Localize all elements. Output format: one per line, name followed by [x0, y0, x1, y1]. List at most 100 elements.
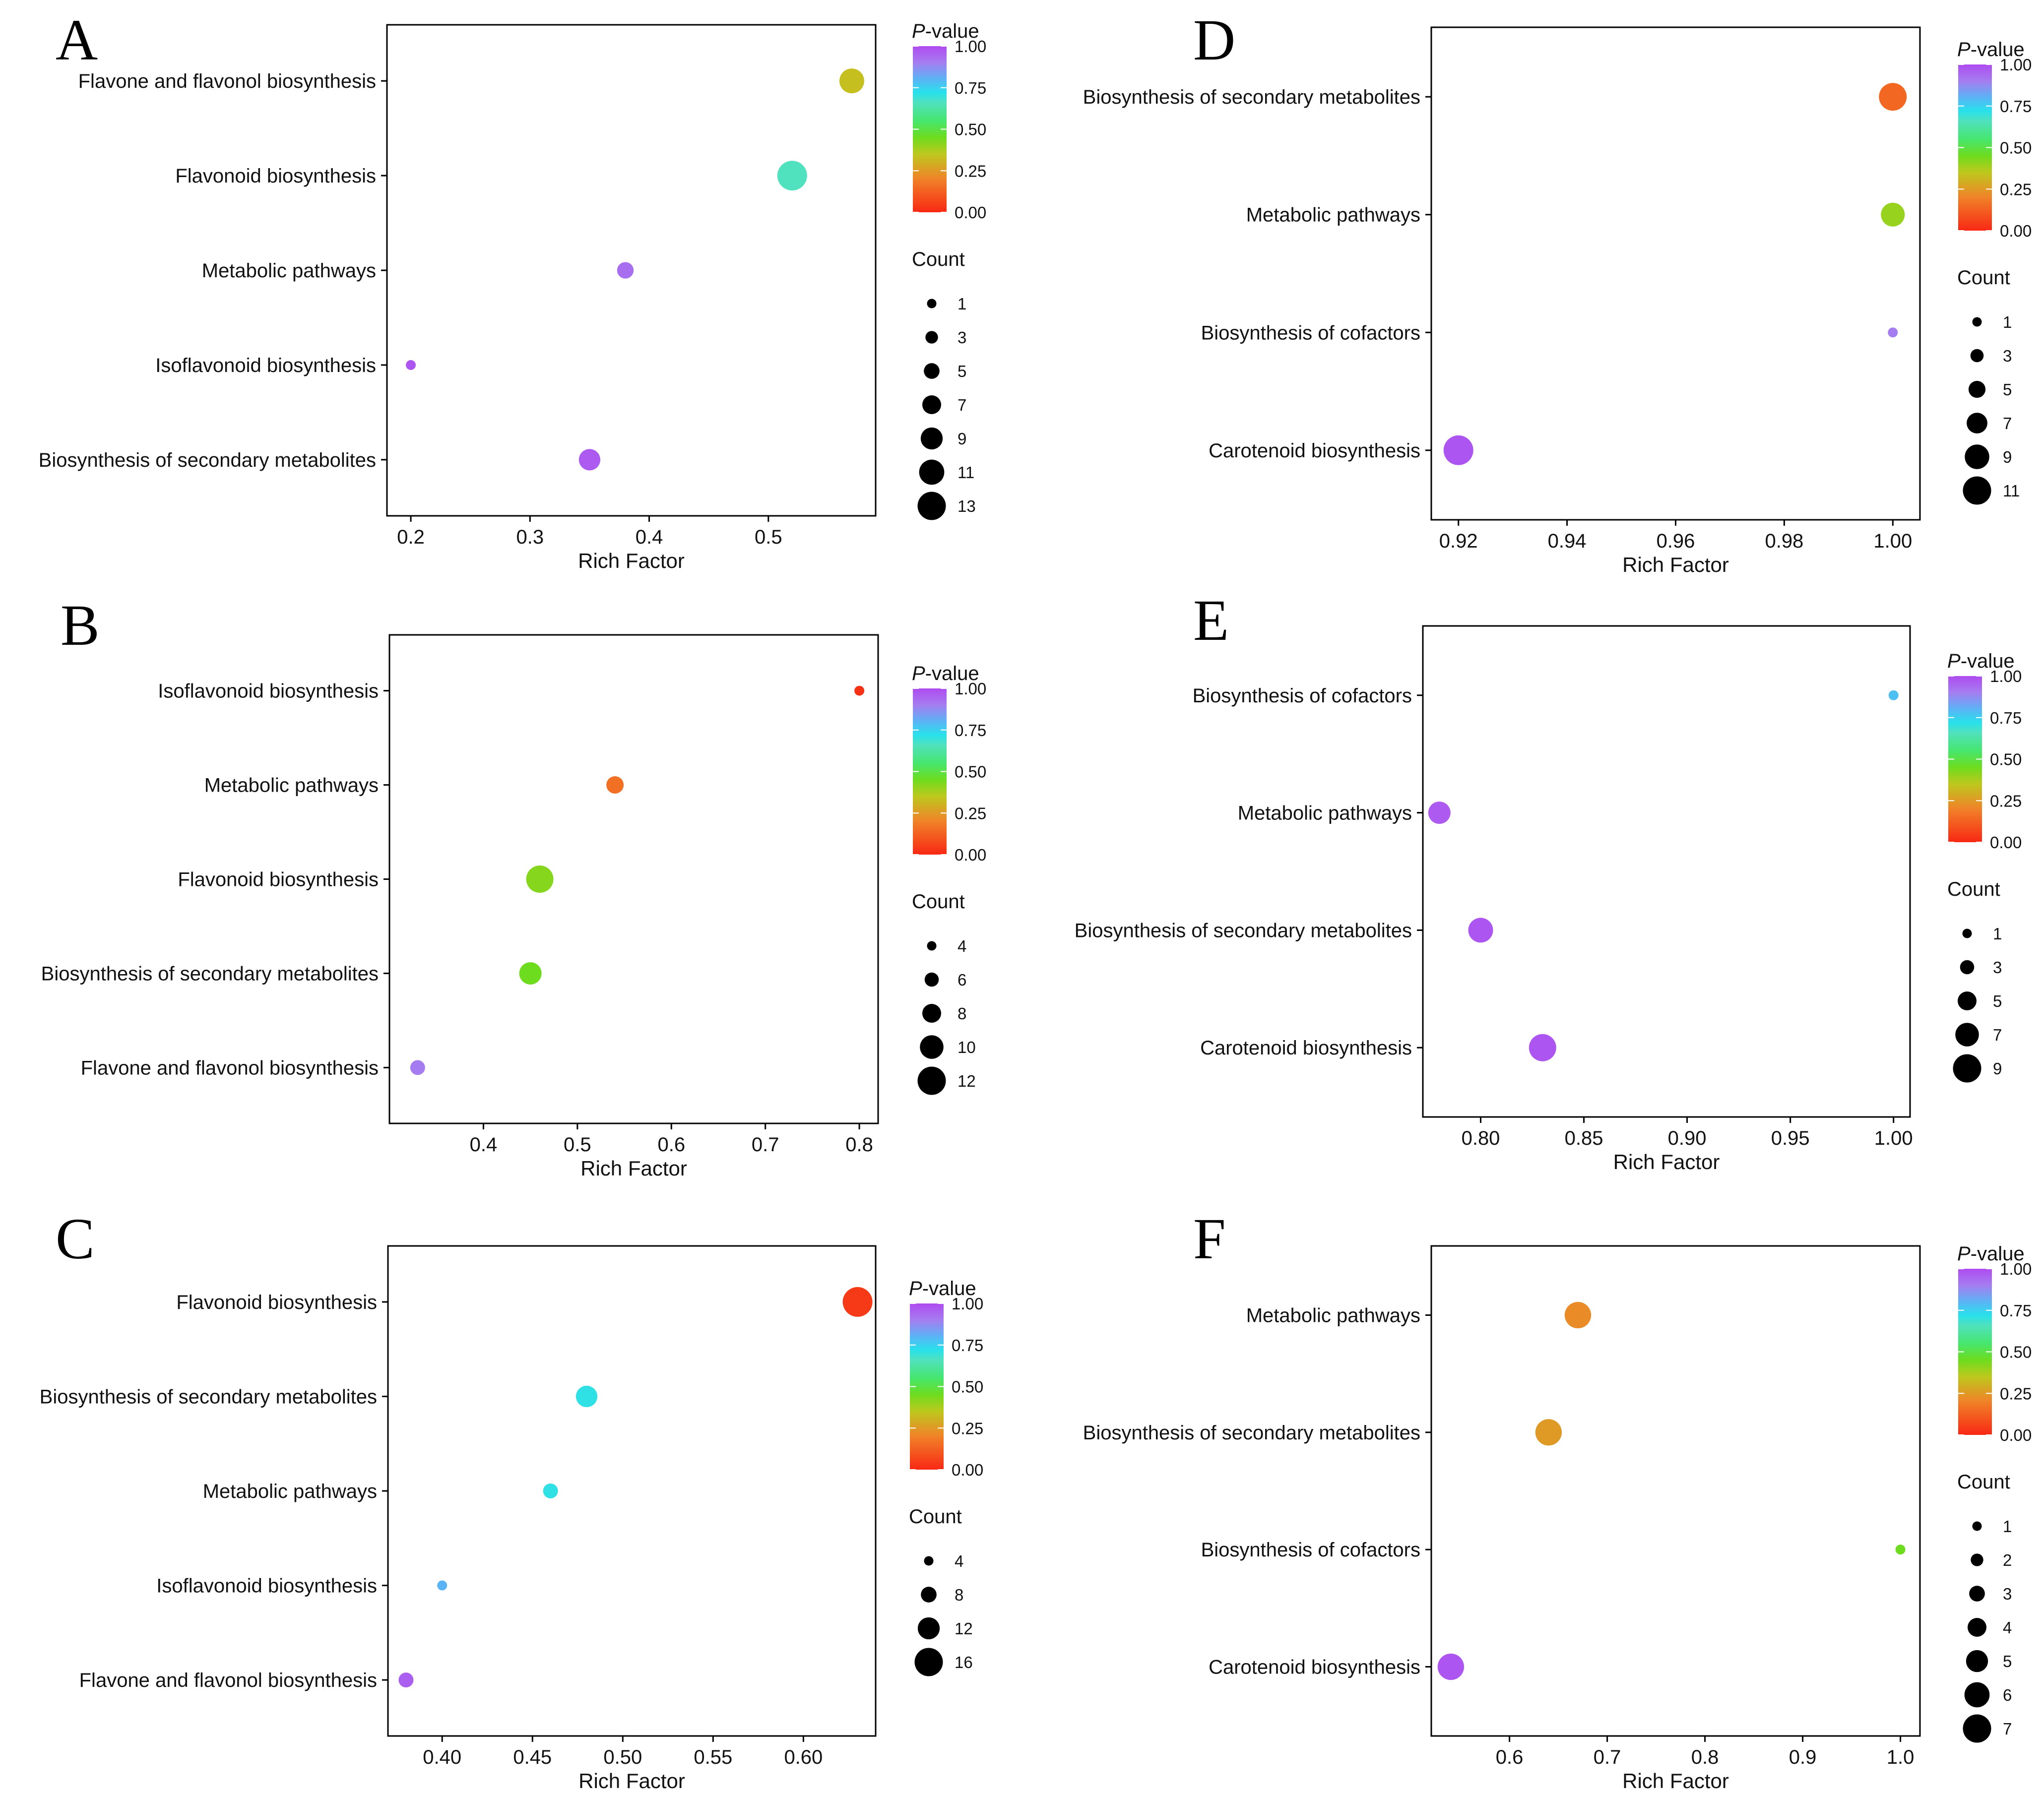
data-point [617, 262, 634, 279]
panel-c: C Flavonoid biosynthesis Biosynthesis of s… [40, 1206, 984, 1793]
count-legend-label: 1 [958, 295, 966, 313]
panel-label: D [1193, 7, 1235, 72]
y-tick-label: Flavone and flavonol biosynthesis [79, 1670, 377, 1691]
count-legend-dot [927, 299, 937, 309]
colorbar-tick-label: 0.00 [952, 1461, 983, 1479]
data-point [1535, 1419, 1562, 1446]
pvalue-legend-title-rest: -value [1971, 1243, 2025, 1265]
count-legend-label: 4 [2003, 1618, 2012, 1637]
count-legend-dot [1960, 960, 1975, 975]
colorbar-tick-label: 0.50 [2000, 1343, 2032, 1361]
pvalue-legend-title-italic: P [1957, 39, 1971, 61]
colorbar-tick-label: 1.00 [1990, 667, 2022, 685]
count-legend-title: Count [1947, 878, 2000, 900]
plot-frame [1430, 26, 1921, 521]
y-tick-label: Metabolic pathways [1238, 803, 1412, 824]
pvalue-legend-title-italic: P [1947, 650, 1961, 672]
x-tick-label: 0.9 [1789, 1746, 1817, 1768]
data-point [410, 1060, 425, 1075]
count-legend-label: 1 [1993, 925, 2002, 943]
colorbar-tick-label: 0.00 [2000, 222, 2032, 240]
y-tick-label: Flavonoid biosynthesis [175, 165, 376, 187]
count-legend-dot [1968, 380, 1986, 398]
colorbar-tick-label: 0.00 [955, 846, 986, 864]
count-legend-label: 5 [958, 362, 966, 380]
x-tick-label: 1.0 [1887, 1746, 1915, 1768]
count-legend-label: 9 [1993, 1059, 2002, 1078]
colorbar-tick-label: 0.75 [955, 721, 986, 740]
count-legend-dot [1969, 1586, 1985, 1602]
data-point [1437, 1653, 1465, 1680]
y-tick-label: Metabolic pathways [1246, 1304, 1420, 1326]
count-legend-label: 8 [958, 1004, 966, 1023]
x-tick-label: 0.40 [423, 1746, 461, 1768]
count-legend-label: 3 [1993, 958, 2002, 977]
colorbar-tick-label: 0.50 [955, 121, 986, 139]
count-legend-label: 3 [958, 328, 966, 347]
data-point [1881, 202, 1905, 227]
count-legend-dot [917, 1066, 946, 1095]
count-legend-title: Count [912, 891, 965, 913]
x-axis-title: Rich Factor [1613, 1150, 1720, 1174]
data-point [1468, 918, 1493, 943]
colorbar-tick-label: 0.25 [952, 1419, 983, 1437]
x-axis-title: Rich Factor [1622, 1769, 1729, 1793]
x-tick-label: 1.00 [1874, 1127, 1913, 1149]
y-tick-label: Flavone and flavonol biosynthesis [78, 70, 376, 92]
count-legend-label: 5 [2003, 1652, 2012, 1670]
pvalue-legend-title-italic: P [1957, 1243, 1971, 1265]
x-tick-label: 0.4 [636, 526, 663, 548]
count-legend-dot [1955, 1023, 1979, 1047]
panel-f: F Metabolic pathways Biosynthesis of secon… [1083, 1206, 2032, 1793]
colorbar-tick-label: 0.50 [955, 763, 986, 781]
x-tick-label: 0.8 [845, 1134, 873, 1156]
count-legend-dot [1970, 349, 1984, 363]
y-tick-label: Metabolic pathways [204, 775, 379, 797]
panel-label: F [1193, 1206, 1226, 1271]
x-tick-label: 0.45 [513, 1746, 552, 1768]
count-legend-dot [1971, 1553, 1983, 1566]
pvalue-legend-title: P-value [1957, 39, 2025, 61]
count-legend-label: 12 [958, 1072, 976, 1090]
pvalue-legend-title-rest: -value [922, 1278, 976, 1299]
y-tick-label: Biosynthesis of secondary metabolites [41, 963, 379, 985]
count-legend-dot [922, 395, 941, 414]
colorbar-tick-label: 0.25 [955, 804, 986, 822]
count-legend-label: 1 [2003, 1517, 2012, 1536]
colorbar-tick-label: 0.00 [2000, 1426, 2032, 1444]
colorbar-tick-label: 0.75 [952, 1336, 983, 1355]
colorbar-tick-label: 0.50 [2000, 139, 2032, 157]
count-legend-dot [920, 1035, 944, 1059]
count-legend-dot [927, 941, 937, 951]
panel-label: C [56, 1206, 95, 1271]
count-legend-label: 4 [955, 1552, 963, 1570]
data-point [519, 962, 542, 985]
count-legend-label: 6 [958, 971, 966, 989]
data-point [1888, 690, 1899, 700]
x-axis-title: Rich Factor [578, 549, 685, 572]
x-tick-label: 0.7 [752, 1134, 779, 1156]
count-legend-label: 6 [2003, 1686, 2012, 1704]
x-tick-label: 0.4 [470, 1134, 498, 1156]
x-tick-label: 0.85 [1565, 1127, 1603, 1149]
pvalue-legend-title-rest: -value [1971, 39, 2025, 61]
x-tick-label: 0.6 [657, 1134, 685, 1156]
count-legend-dot [1972, 317, 1982, 327]
colorbar-tick-label: 1.00 [955, 680, 986, 698]
x-tick-label: 0.98 [1765, 530, 1803, 552]
y-tick-label: Biosynthesis of secondary metabolites [1083, 86, 1420, 108]
data-point [1428, 802, 1451, 824]
count-legend-dot [1968, 1618, 1986, 1637]
count-legend-label: 12 [955, 1619, 973, 1638]
data-point [842, 1287, 873, 1317]
plot-frame [388, 634, 879, 1124]
data-point [543, 1484, 558, 1498]
pvalue-legend-title-rest: -value [925, 663, 979, 684]
x-tick-label: 0.60 [784, 1746, 823, 1768]
y-tick-label: Biosynthesis of secondary metabolites [40, 1386, 377, 1408]
y-tick-label: Biosynthesis of cofactors [1201, 322, 1420, 344]
x-tick-label: 0.55 [694, 1746, 732, 1768]
data-point [1895, 1545, 1906, 1555]
colorbar-tick-label: 1.00 [952, 1295, 983, 1313]
count-legend-title: Count [912, 248, 965, 270]
